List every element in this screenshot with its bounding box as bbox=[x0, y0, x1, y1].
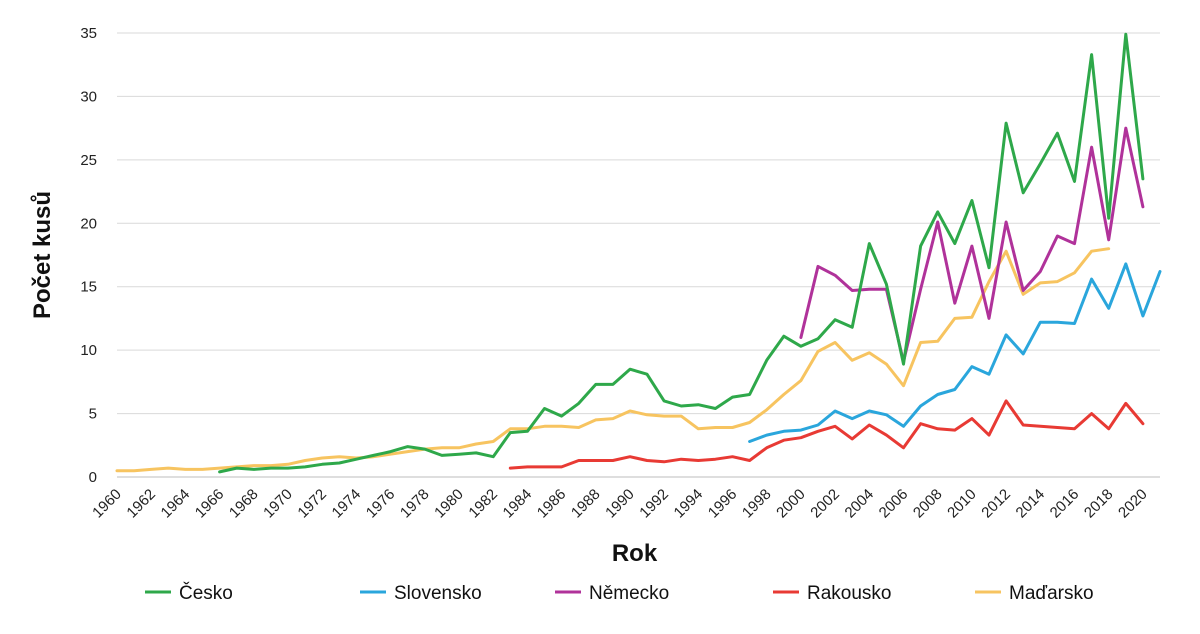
y-tick-label: 10 bbox=[80, 342, 97, 359]
series-line-Rakousko bbox=[508, 399, 1145, 470]
x-tick-label: 1976 bbox=[363, 486, 399, 522]
legend-label: Slovensko bbox=[394, 583, 482, 604]
y-axis-ticks: 0 5 10 15 20 25 30 35 bbox=[80, 25, 97, 486]
x-tick-label: 2018 bbox=[1081, 486, 1117, 522]
y-tick-label: 30 bbox=[80, 88, 97, 105]
series-lines bbox=[115, 32, 1162, 474]
x-tick-label: 1964 bbox=[158, 486, 194, 522]
x-tick-label: 1990 bbox=[602, 486, 638, 522]
x-tick-label: 1988 bbox=[568, 486, 604, 522]
x-tick-label: 1980 bbox=[431, 486, 467, 522]
x-tick-label: 2012 bbox=[978, 486, 1014, 522]
x-axis-ticks: 1960196219641966196819701972197419761978… bbox=[89, 486, 1151, 522]
legend-label: Německo bbox=[589, 583, 669, 604]
x-tick-label: 2006 bbox=[876, 486, 912, 522]
y-tick-label: 5 bbox=[89, 406, 97, 423]
y-tick-label: 20 bbox=[80, 215, 97, 232]
series-line-Maďarsko bbox=[115, 247, 1111, 473]
legend-label: Rakousko bbox=[807, 583, 892, 604]
x-tick-label: 1998 bbox=[739, 486, 775, 522]
x-tick-label: 2016 bbox=[1047, 486, 1083, 522]
x-tick-label: 1978 bbox=[397, 486, 433, 522]
series-line-Německo bbox=[799, 126, 1145, 364]
x-tick-label: 1962 bbox=[123, 486, 159, 522]
x-tick-label: 2020 bbox=[1115, 486, 1151, 522]
x-tick-label: 1984 bbox=[500, 486, 536, 522]
x-tick-label: 1966 bbox=[192, 486, 228, 522]
x-axis-title: Rok bbox=[612, 540, 658, 567]
y-tick-label: 15 bbox=[80, 279, 97, 296]
x-tick-label: 1994 bbox=[671, 486, 707, 522]
legend-label: Česko bbox=[179, 582, 233, 604]
series-line-Česko bbox=[218, 32, 1145, 474]
x-tick-label: 1996 bbox=[705, 486, 741, 522]
x-tick-label: 2014 bbox=[1013, 486, 1049, 522]
grid-lines bbox=[117, 32, 1160, 478]
x-tick-label: 2010 bbox=[944, 486, 980, 522]
x-tick-label: 2008 bbox=[910, 486, 946, 522]
x-tick-label: 1986 bbox=[534, 486, 570, 522]
x-tick-label: 1974 bbox=[329, 486, 365, 522]
x-tick-label: 2004 bbox=[842, 486, 878, 522]
x-tick-label: 1970 bbox=[260, 486, 296, 522]
legend-label: Maďarsko bbox=[1009, 583, 1094, 604]
x-tick-label: 1992 bbox=[636, 486, 672, 522]
x-tick-label: 1972 bbox=[294, 486, 330, 522]
series-line-Slovensko bbox=[748, 262, 1162, 443]
x-tick-label: 1960 bbox=[89, 486, 125, 522]
x-tick-label: 2002 bbox=[807, 486, 843, 522]
x-tick-label: 2000 bbox=[773, 486, 809, 522]
y-axis-title: Počet kusů bbox=[29, 191, 56, 319]
legend: Česko Slovensko Německo Rakousko Maďarsko bbox=[145, 582, 1094, 604]
x-tick-label: 1968 bbox=[226, 486, 262, 522]
y-tick-label: 35 bbox=[80, 25, 97, 42]
x-tick-label: 1982 bbox=[465, 486, 501, 522]
y-tick-label: 25 bbox=[80, 152, 97, 169]
y-tick-label: 0 bbox=[89, 469, 97, 486]
